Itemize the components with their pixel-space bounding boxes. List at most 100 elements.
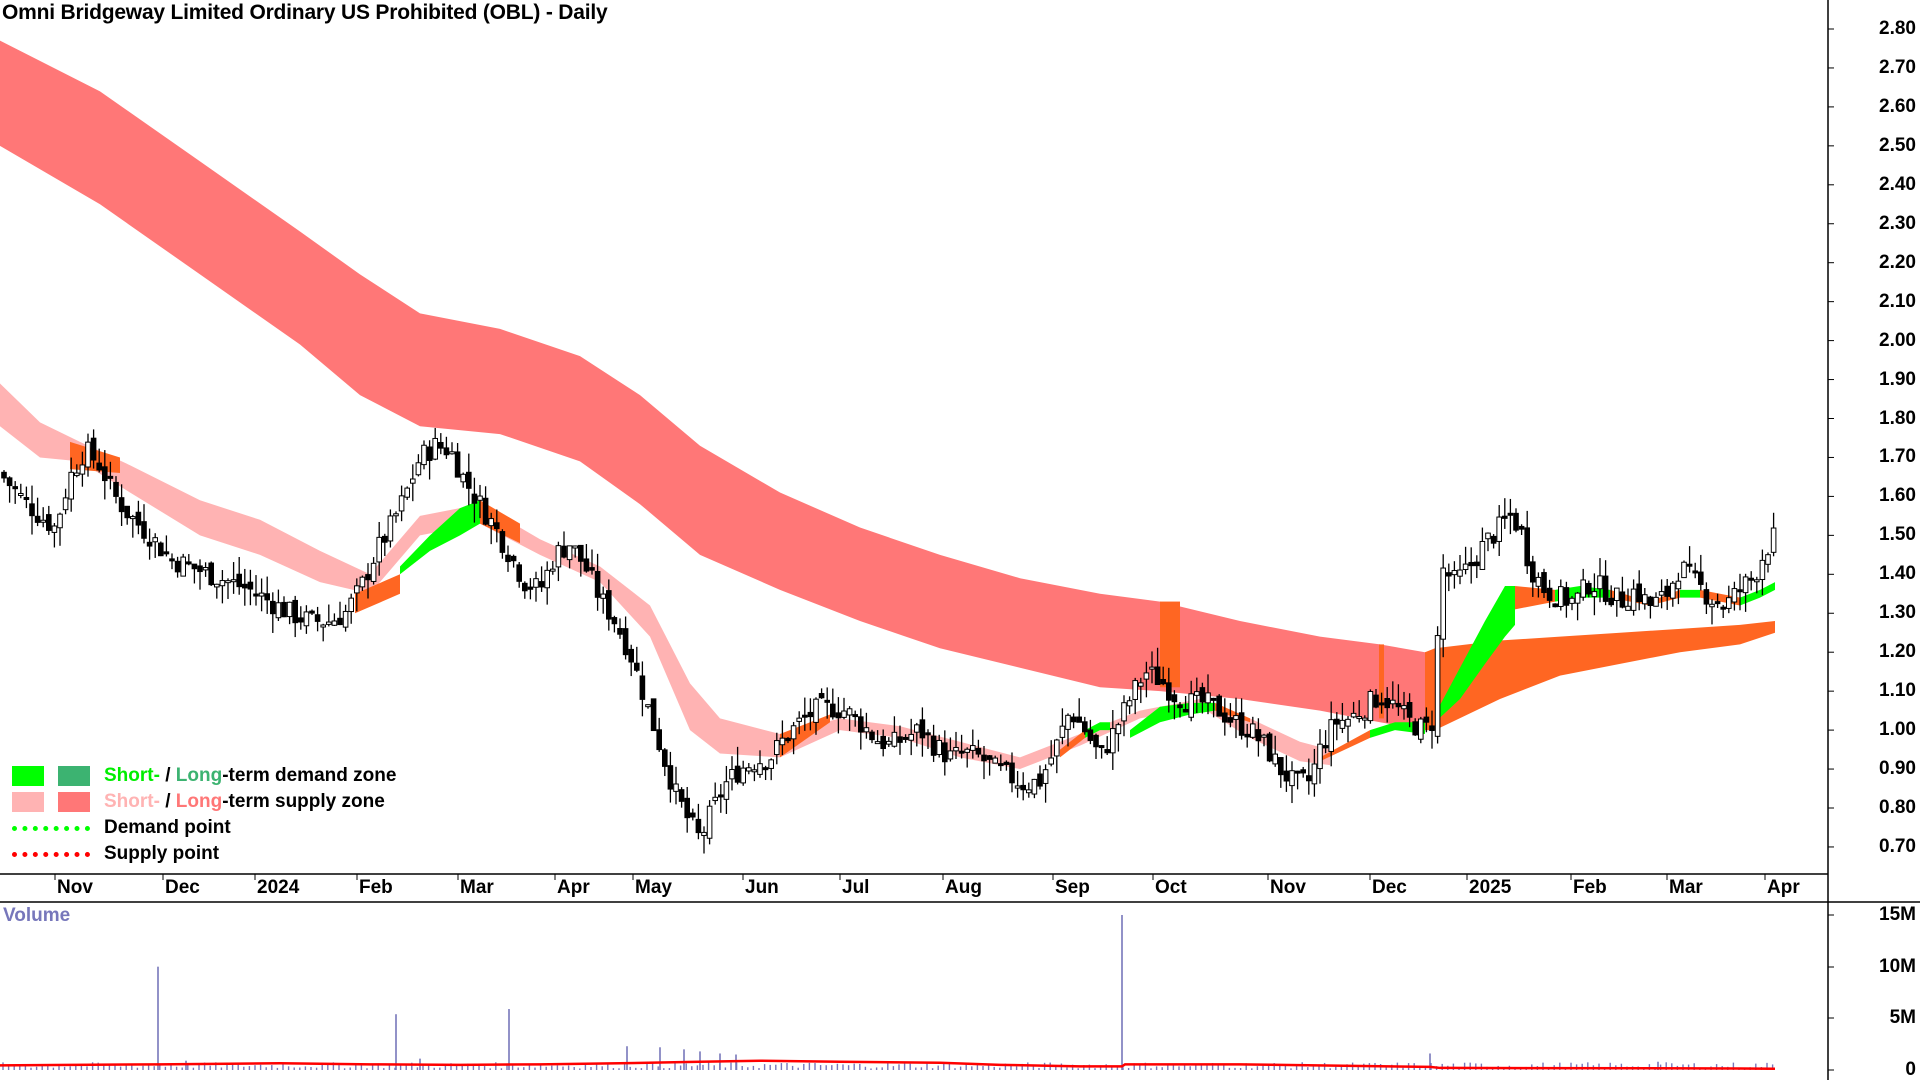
candlestick	[29, 503, 35, 517]
candlestick	[342, 610, 349, 628]
candlestick	[1602, 575, 1609, 602]
long-supply-swatch	[58, 792, 90, 812]
date-tick-label: Aug	[945, 877, 982, 898]
short-term-demand-zone	[1740, 582, 1775, 606]
candlestick	[824, 699, 831, 703]
date-tick-label: Feb	[359, 877, 393, 898]
date-tick-label: Feb	[1573, 877, 1607, 898]
candlestick	[236, 573, 242, 588]
transition-column	[1160, 601, 1180, 688]
candlestick	[107, 475, 114, 479]
short-supply-swatch	[12, 792, 44, 812]
candlestick	[1210, 697, 1217, 701]
candlestick	[1356, 716, 1363, 720]
candlestick	[376, 536, 382, 563]
price-tick-label: 0.90	[1879, 758, 1916, 780]
candlestick	[684, 797, 691, 819]
candlestick	[387, 515, 394, 542]
candlestick	[1462, 563, 1469, 571]
candlestick	[510, 555, 517, 562]
candlestick	[1502, 515, 1508, 519]
candlestick	[1434, 635, 1441, 737]
candlestick	[1014, 785, 1021, 789]
candlestick	[314, 614, 321, 622]
candlestick	[947, 750, 954, 760]
candlestick	[936, 739, 943, 756]
candlestick	[286, 601, 293, 618]
candlestick	[180, 556, 186, 577]
demand-point-line-icon	[12, 825, 90, 831]
candlestick	[247, 581, 254, 590]
candlestick	[846, 708, 853, 716]
candlestick	[1250, 723, 1256, 738]
candlestick	[942, 742, 948, 763]
candlestick	[1485, 532, 1491, 540]
candlestick	[757, 763, 763, 775]
volume-average-line	[0, 1059, 1776, 1071]
candlestick	[807, 711, 814, 718]
candlestick	[1367, 690, 1374, 722]
price-tick-label: 2.60	[1879, 95, 1916, 117]
candlestick	[1278, 757, 1284, 776]
candlestick	[1737, 589, 1743, 593]
candlestick	[706, 805, 713, 839]
candlestick	[1513, 512, 1519, 531]
price-tick-label: 1.10	[1879, 680, 1916, 702]
candlestick	[1255, 729, 1262, 742]
candlestick	[113, 481, 119, 497]
candlestick	[298, 617, 304, 623]
candlestick	[466, 471, 472, 489]
candlestick	[1703, 589, 1710, 605]
candlestick	[802, 714, 808, 718]
candlestick	[1132, 680, 1139, 700]
candlestick	[1720, 606, 1727, 610]
date-tick-label: Nov	[1270, 877, 1306, 898]
candlestick	[930, 735, 937, 756]
candlestick	[583, 558, 590, 572]
candlestick	[1518, 525, 1525, 530]
candlestick	[74, 472, 80, 477]
candlestick	[85, 441, 91, 468]
candlestick	[1412, 721, 1419, 736]
candlestick	[242, 583, 248, 589]
transition-column	[1379, 644, 1384, 719]
candlestick	[208, 562, 214, 586]
candlestick	[12, 486, 18, 490]
candlestick	[494, 522, 500, 530]
candlestick	[253, 593, 259, 597]
candlestick	[488, 518, 494, 527]
candlestick	[398, 495, 405, 512]
candlestick	[555, 545, 562, 568]
candlestick	[454, 451, 461, 478]
candlestick	[158, 542, 164, 557]
candlestick	[611, 617, 618, 625]
candlestick	[533, 578, 539, 588]
legend-demand-point: Demand point	[12, 815, 396, 841]
candlestick	[1496, 516, 1503, 542]
candlestick	[68, 471, 75, 500]
candlestick	[645, 704, 651, 708]
candlestick	[628, 648, 635, 663]
candlestick	[678, 789, 685, 802]
candlestick	[830, 703, 836, 718]
candlestick	[23, 496, 30, 500]
candlestick	[382, 535, 388, 543]
candlestick	[656, 729, 663, 751]
candlestick	[96, 462, 103, 471]
candlestick	[146, 541, 153, 547]
candlestick	[874, 741, 881, 745]
short-demand-swatch	[12, 766, 44, 786]
price-tick-label: 0.80	[1879, 797, 1916, 818]
candlestick	[1530, 561, 1536, 583]
candlestick	[712, 796, 719, 802]
candlestick	[1546, 587, 1553, 601]
candlestick	[1686, 563, 1693, 567]
candlestick	[958, 750, 965, 754]
candlestick	[1306, 775, 1312, 782]
candlestick	[1334, 718, 1340, 725]
candlestick	[970, 745, 976, 751]
candlestick	[18, 492, 24, 496]
candlestick	[1339, 719, 1346, 729]
candlestick	[1630, 588, 1637, 611]
